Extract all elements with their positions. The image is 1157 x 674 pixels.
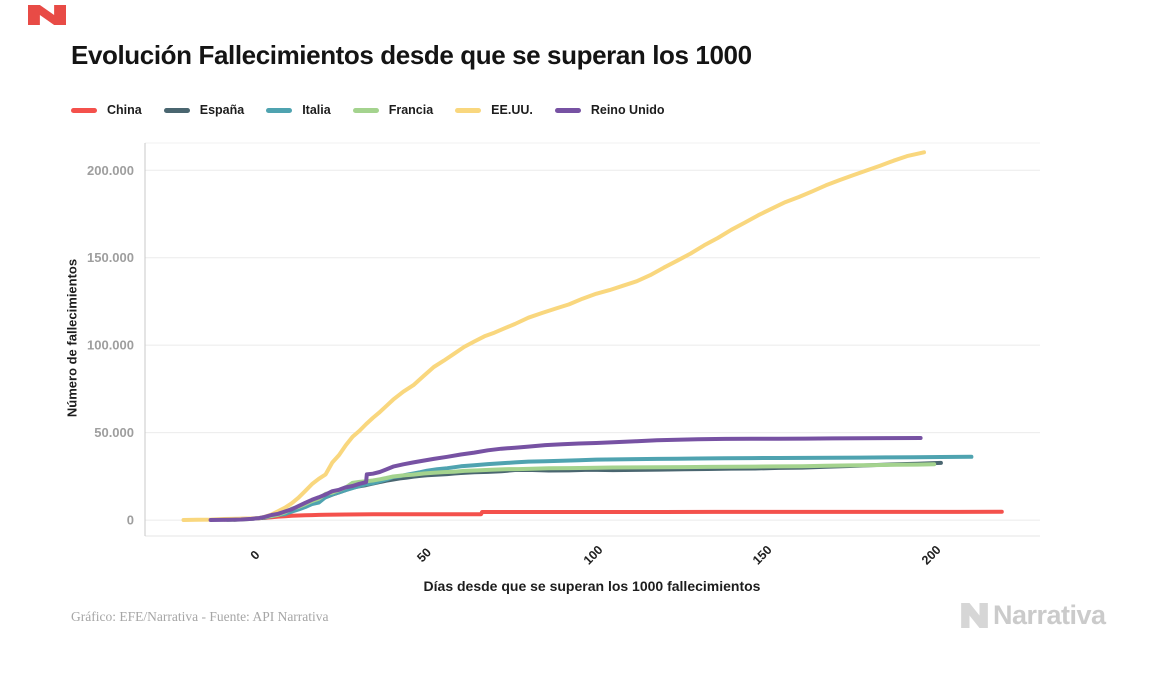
legend-label: Reino Unido xyxy=(590,103,665,117)
legend-item-espa-a: España xyxy=(163,103,245,117)
y-tick-label: 50.000 xyxy=(94,425,134,440)
x-axis-title: Días desde que se superan los 1000 falle… xyxy=(423,578,761,594)
y-tick-label: 0 xyxy=(127,513,134,528)
series-line-reino-unido xyxy=(208,436,923,522)
legend-swatch-icon xyxy=(163,107,190,113)
x-tick-label: 0 xyxy=(248,548,263,563)
x-tick-label: 50 xyxy=(414,545,434,565)
legend-swatch-icon xyxy=(455,107,482,113)
legend-swatch-icon xyxy=(554,107,581,113)
legend-swatch-icon xyxy=(71,107,97,113)
legend-label: EE.UU. xyxy=(491,103,533,117)
legend-item-francia: Francia xyxy=(352,103,434,117)
source-credit: Gráfico: EFE/Narrativa - Fuente: API Nar… xyxy=(71,609,329,624)
legend-item-reino-unido: Reino Unido xyxy=(554,103,665,117)
series-line-italia xyxy=(225,454,974,522)
legend-swatch-icon xyxy=(352,107,379,113)
y-tick-label: 200.000 xyxy=(87,163,134,178)
x-tick-label: 100 xyxy=(581,543,606,568)
series-line-ee-uu- xyxy=(181,150,926,522)
legend-swatch-icon xyxy=(266,107,293,113)
legend: China España Italia Francia EE.UU. Reino Unid… xyxy=(71,103,664,117)
narrativa-mark-red-icon xyxy=(28,5,66,25)
y-tick-label: 100.000 xyxy=(87,338,134,353)
x-tick-label: 200 xyxy=(919,543,944,568)
y-tick-label: 150.000 xyxy=(87,250,134,265)
legend-label: Italia xyxy=(302,103,331,117)
legend-label: Francia xyxy=(388,103,434,117)
legend-item-italia: Italia xyxy=(266,103,331,117)
narrativa-logo: Narrativa xyxy=(961,600,1106,631)
legend-label: España xyxy=(199,103,245,117)
legend-item-china: China xyxy=(71,103,142,117)
x-tick-label: 150 xyxy=(750,543,775,568)
page-title: Evolución Fallecimientos desde que se su… xyxy=(71,40,752,70)
legend-label: China xyxy=(107,103,142,117)
narrativa-logo-icon xyxy=(961,603,988,628)
y-axis-title: Número de fallecimientos xyxy=(64,258,80,418)
series-line-china xyxy=(222,509,1004,522)
legend-item-ee-uu-: EE.UU. xyxy=(455,103,533,117)
narrativa-logo-text: Narrativa xyxy=(993,600,1106,630)
